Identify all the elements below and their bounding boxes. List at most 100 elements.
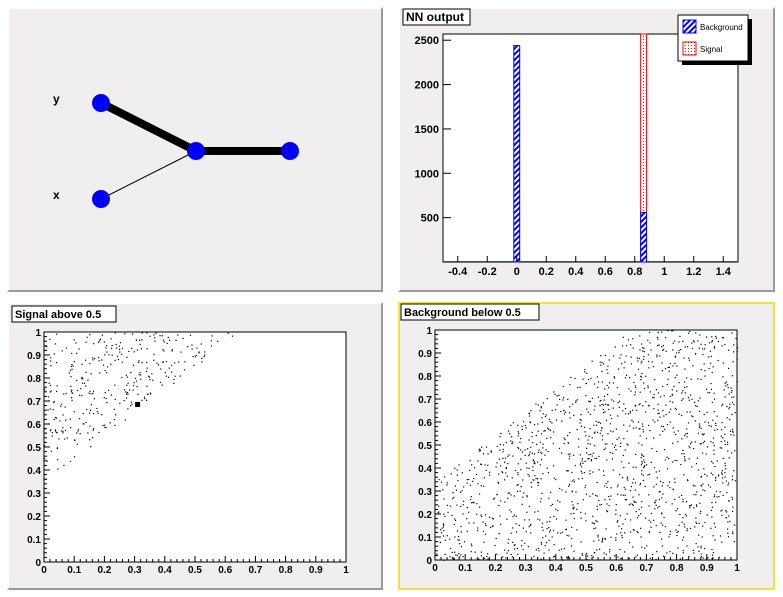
scatter-point <box>93 412 95 415</box>
scatter-point <box>591 437 593 439</box>
x-tick-label: 0.8 <box>279 565 293 576</box>
scatter-point <box>631 419 633 421</box>
scatter-point <box>604 403 607 405</box>
scatter-point <box>678 349 680 352</box>
scatter-point <box>647 385 649 387</box>
scatter-point <box>453 523 455 526</box>
scatter-point <box>102 424 104 427</box>
scatter-point <box>722 362 724 364</box>
scatter-point <box>596 481 598 484</box>
signal-scatter-pad[interactable]: 0 0 0.1 0.1 0.2 0.2 0.3 0.3 0.4 0.4 0.5 0.5 0.6 0.6 0.… <box>7 302 383 590</box>
scatter-point <box>449 538 451 540</box>
scatter-point <box>515 531 518 533</box>
scatter-point <box>517 446 519 449</box>
scatter-point <box>678 413 680 415</box>
scatter-point <box>599 432 601 434</box>
scatter-point <box>671 393 673 395</box>
scatter-point <box>440 529 442 531</box>
scatter-point <box>599 400 601 402</box>
scatter-point <box>138 360 140 362</box>
scatter-point <box>531 452 533 454</box>
scatter-point <box>579 418 581 421</box>
scatter-point <box>635 466 637 468</box>
scatter-point <box>597 386 599 389</box>
scatter-point <box>499 443 501 446</box>
scatter-point <box>454 536 456 538</box>
scatter-point <box>589 443 591 445</box>
scatter-point <box>686 501 688 503</box>
scatter-point <box>518 432 520 435</box>
scatter-point <box>674 459 676 462</box>
scatter-point <box>103 397 105 399</box>
scatter-point <box>507 463 509 465</box>
scatter-point <box>609 498 611 501</box>
scatter-point <box>681 453 683 455</box>
scatter-point <box>138 339 141 341</box>
scatter-point <box>649 430 651 432</box>
scatter-point <box>180 351 182 353</box>
scatter-point <box>191 344 193 346</box>
scatter-point <box>74 439 76 441</box>
scatter-point <box>141 362 143 364</box>
scatter-point <box>198 351 200 353</box>
network-pad[interactable]: y x <box>7 7 383 292</box>
scatter-point <box>732 431 734 433</box>
scatter-point <box>713 410 715 413</box>
scatter-point <box>671 389 673 391</box>
scatter-point <box>528 439 530 441</box>
scatter-point <box>721 421 723 424</box>
scatter-point <box>68 372 71 374</box>
scatter-point <box>703 433 705 435</box>
scatter-point <box>682 550 684 552</box>
scatter-point <box>454 467 456 469</box>
scatter-point <box>599 405 601 407</box>
nn-output-pad[interactable]: -0.4 -0.2 0 0.2 0.4 0.6 0.8 1 1.2 1.4 500 1000 1500 2… <box>398 7 775 292</box>
scatter-point <box>85 341 87 343</box>
scatter-point <box>597 396 600 398</box>
scatter-point <box>487 464 489 466</box>
scatter-point <box>560 556 562 558</box>
scatter-point <box>480 555 482 557</box>
scatter-point <box>678 341 680 343</box>
scatter-point <box>492 525 494 527</box>
scatter-point <box>71 399 73 401</box>
scatter-point <box>648 404 650 406</box>
scatter-point <box>621 477 624 479</box>
background-scatter-pad[interactable]: 0 0 0.1 0.1 0.2 0.2 0.3 0.3 0.4 0.4 0.5 0.5 0.6 0.6 0.… <box>398 302 775 590</box>
x-tick-label: 0 <box>41 565 47 576</box>
scatter-point <box>545 535 547 537</box>
scatter-point <box>650 349 652 351</box>
scatter-point <box>513 548 516 550</box>
scatter-point <box>608 359 610 361</box>
scatter-point <box>638 442 640 444</box>
scatter-point <box>468 522 470 524</box>
scatter-point <box>665 404 667 406</box>
scatter-point <box>560 548 563 550</box>
scatter-point <box>668 370 670 372</box>
scatter-point <box>582 462 584 464</box>
scatter-point <box>664 556 666 558</box>
scatter-point <box>693 493 695 496</box>
scatter-point <box>587 378 590 381</box>
scatter-point <box>204 351 206 353</box>
scatter-point <box>565 528 567 530</box>
scatter-point <box>680 348 682 351</box>
scatter-point <box>443 524 445 526</box>
scatter-point <box>643 351 645 353</box>
scatter-point <box>553 543 555 546</box>
scatter-point <box>727 450 729 452</box>
scatter-point <box>541 417 543 419</box>
scatter-point <box>70 397 73 399</box>
scatter-point <box>612 452 614 454</box>
scatter-point <box>581 472 583 474</box>
scatter-point <box>488 516 491 518</box>
scatter-point <box>691 441 693 443</box>
scatter-point <box>666 424 669 426</box>
scatter-point <box>643 382 645 384</box>
scatter-point <box>547 472 549 474</box>
scatter-point <box>113 418 115 421</box>
scatter-point <box>79 433 81 435</box>
scatter-point <box>551 409 553 411</box>
scatter-point <box>482 530 485 532</box>
scatter-point <box>722 437 724 439</box>
